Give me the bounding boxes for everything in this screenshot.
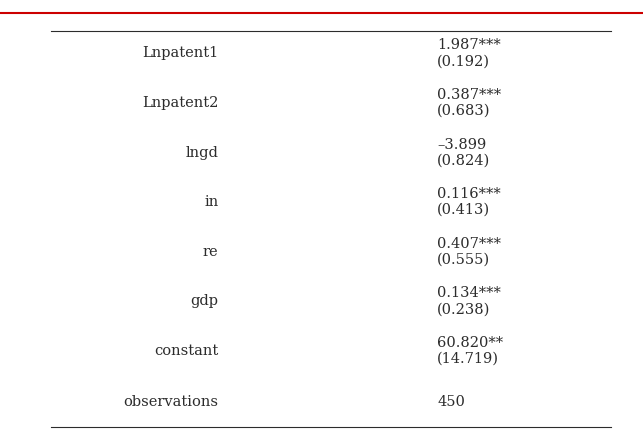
Text: (0.555): (0.555) [437, 252, 491, 267]
Text: in: in [204, 195, 219, 209]
Text: (0.192): (0.192) [437, 54, 490, 68]
Text: constant: constant [154, 344, 219, 358]
Text: (14.719): (14.719) [437, 352, 499, 366]
Text: Lnpatent2: Lnpatent2 [142, 96, 219, 110]
Text: 0.407***: 0.407*** [437, 237, 502, 251]
Text: 0.387***: 0.387*** [437, 88, 502, 102]
Text: –3.899: –3.899 [437, 138, 487, 152]
Text: gdp: gdp [190, 294, 219, 308]
Text: (0.413): (0.413) [437, 203, 491, 217]
Text: re: re [203, 245, 219, 259]
Text: lngd: lngd [186, 146, 219, 160]
Text: (0.238): (0.238) [437, 302, 491, 316]
Text: 60.820**: 60.820** [437, 336, 503, 350]
Text: 450: 450 [437, 395, 465, 409]
Text: 0.134***: 0.134*** [437, 286, 501, 300]
Text: observations: observations [123, 395, 219, 409]
Text: 0.116***: 0.116*** [437, 187, 501, 201]
Text: (0.683): (0.683) [437, 104, 491, 118]
Text: 1.987***: 1.987*** [437, 38, 501, 52]
Text: Lnpatent1: Lnpatent1 [142, 46, 219, 60]
Text: (0.824): (0.824) [437, 153, 491, 167]
